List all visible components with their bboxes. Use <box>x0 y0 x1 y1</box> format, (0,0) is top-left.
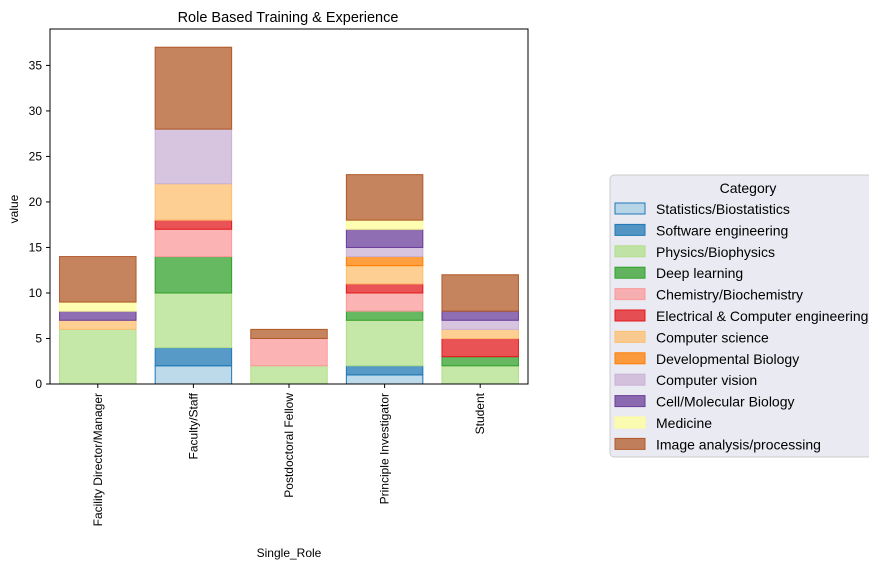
x-tick-label: Postdoctoral Fellow <box>282 393 296 498</box>
bar-segment <box>154 228 233 258</box>
y-tick-label: 30 <box>29 104 43 118</box>
legend-swatch <box>614 395 646 408</box>
legend-swatch <box>614 373 646 386</box>
legend-label: Developmental Biology <box>656 351 799 367</box>
legend-swatch <box>614 309 646 322</box>
bar-segment <box>345 283 424 294</box>
legend-swatch <box>614 245 646 258</box>
legend-label: Computer science <box>656 329 769 345</box>
legend-label: Computer vision <box>656 372 757 388</box>
legend-swatch <box>614 352 646 365</box>
legend-label: Cell/Molecular Biology <box>656 394 795 410</box>
bar-segment <box>154 128 233 185</box>
legend-swatch <box>614 266 646 279</box>
legend-box <box>609 174 869 458</box>
y-tick-label: 15 <box>29 240 43 254</box>
bar-segment <box>345 374 424 385</box>
bar-segment <box>59 328 137 385</box>
bar-segment <box>345 174 424 221</box>
bar-segment <box>154 256 233 294</box>
bar-segment <box>154 46 233 130</box>
x-tick-label: Principle Investigator <box>378 393 392 504</box>
legend-label: Physics/Biophysics <box>656 244 775 260</box>
bars <box>59 46 519 385</box>
legend-label: Electrical & Computer engineering <box>656 308 868 324</box>
legend-swatch <box>614 330 646 343</box>
bar-segment <box>345 219 424 230</box>
bar-segment <box>345 228 424 248</box>
bar-segment <box>441 356 519 367</box>
bar-segment <box>154 365 233 385</box>
bar-segment <box>250 365 328 385</box>
y-axis-label: value <box>7 194 21 223</box>
legend-swatch <box>614 416 646 429</box>
x-tick-label: Faculty/Staff <box>186 392 200 459</box>
x-axis-label: Single_Role <box>257 546 322 560</box>
bar-segment <box>345 265 424 285</box>
bar-segment <box>345 319 424 367</box>
bar-segment <box>345 292 424 312</box>
legend-swatch <box>614 437 646 450</box>
bar-segment <box>250 328 328 339</box>
legend-swatch <box>614 202 646 215</box>
x-axis: Facility Director/Manager Faculty/Staff Po… <box>91 384 487 526</box>
legend-label: Medicine <box>656 415 712 431</box>
bar-segment <box>154 347 233 367</box>
legend-title: Category <box>720 180 777 196</box>
bar-segment <box>345 310 424 321</box>
y-axis: 0 5 10 15 20 25 30 35 <box>29 58 50 391</box>
legend-label: Chemistry/Biochemistry <box>656 287 803 303</box>
bar-segment <box>441 365 519 385</box>
legend-items: Statistics/Biostatistics Software enginee… <box>614 201 868 452</box>
legend: Category Statistics/Biostatistics Softwar… <box>609 174 869 458</box>
y-tick-label: 20 <box>29 195 43 209</box>
legend-label: Deep learning <box>656 265 743 281</box>
bar-segment <box>441 337 519 358</box>
bar-segment <box>441 319 519 330</box>
bar-segment <box>345 365 424 376</box>
bar-segment <box>154 219 233 230</box>
y-tick-label: 0 <box>35 377 42 391</box>
x-tick-label: Student <box>473 392 487 434</box>
bar-segment <box>441 328 519 339</box>
y-tick-label: 25 <box>29 149 43 163</box>
legend-label: Software engineering <box>656 222 788 238</box>
legend-swatch <box>614 223 646 236</box>
plot-frame <box>49 28 529 385</box>
x-tick-label: Facility Director/Manager <box>91 393 105 526</box>
bar-segment <box>59 301 137 312</box>
bar-segment <box>345 256 424 267</box>
y-tick-label: 35 <box>29 58 43 72</box>
chart-title: Role Based Training & Experience <box>178 10 399 26</box>
bar-segment <box>59 256 137 303</box>
bar-segment <box>345 246 424 258</box>
bar-segment <box>441 274 519 312</box>
bar-segment <box>441 310 519 321</box>
bar-segment <box>154 292 233 349</box>
bar-segment <box>59 310 137 321</box>
legend-swatch <box>614 288 646 301</box>
bar-segment <box>154 183 233 221</box>
bar-segment <box>59 319 137 330</box>
legend-label: Statistics/Biostatistics <box>656 201 790 217</box>
y-tick-label: 10 <box>29 286 43 300</box>
bar-segment <box>250 337 328 367</box>
y-tick-label: 5 <box>35 331 42 345</box>
legend-label: Image analysis/processing <box>656 436 821 452</box>
